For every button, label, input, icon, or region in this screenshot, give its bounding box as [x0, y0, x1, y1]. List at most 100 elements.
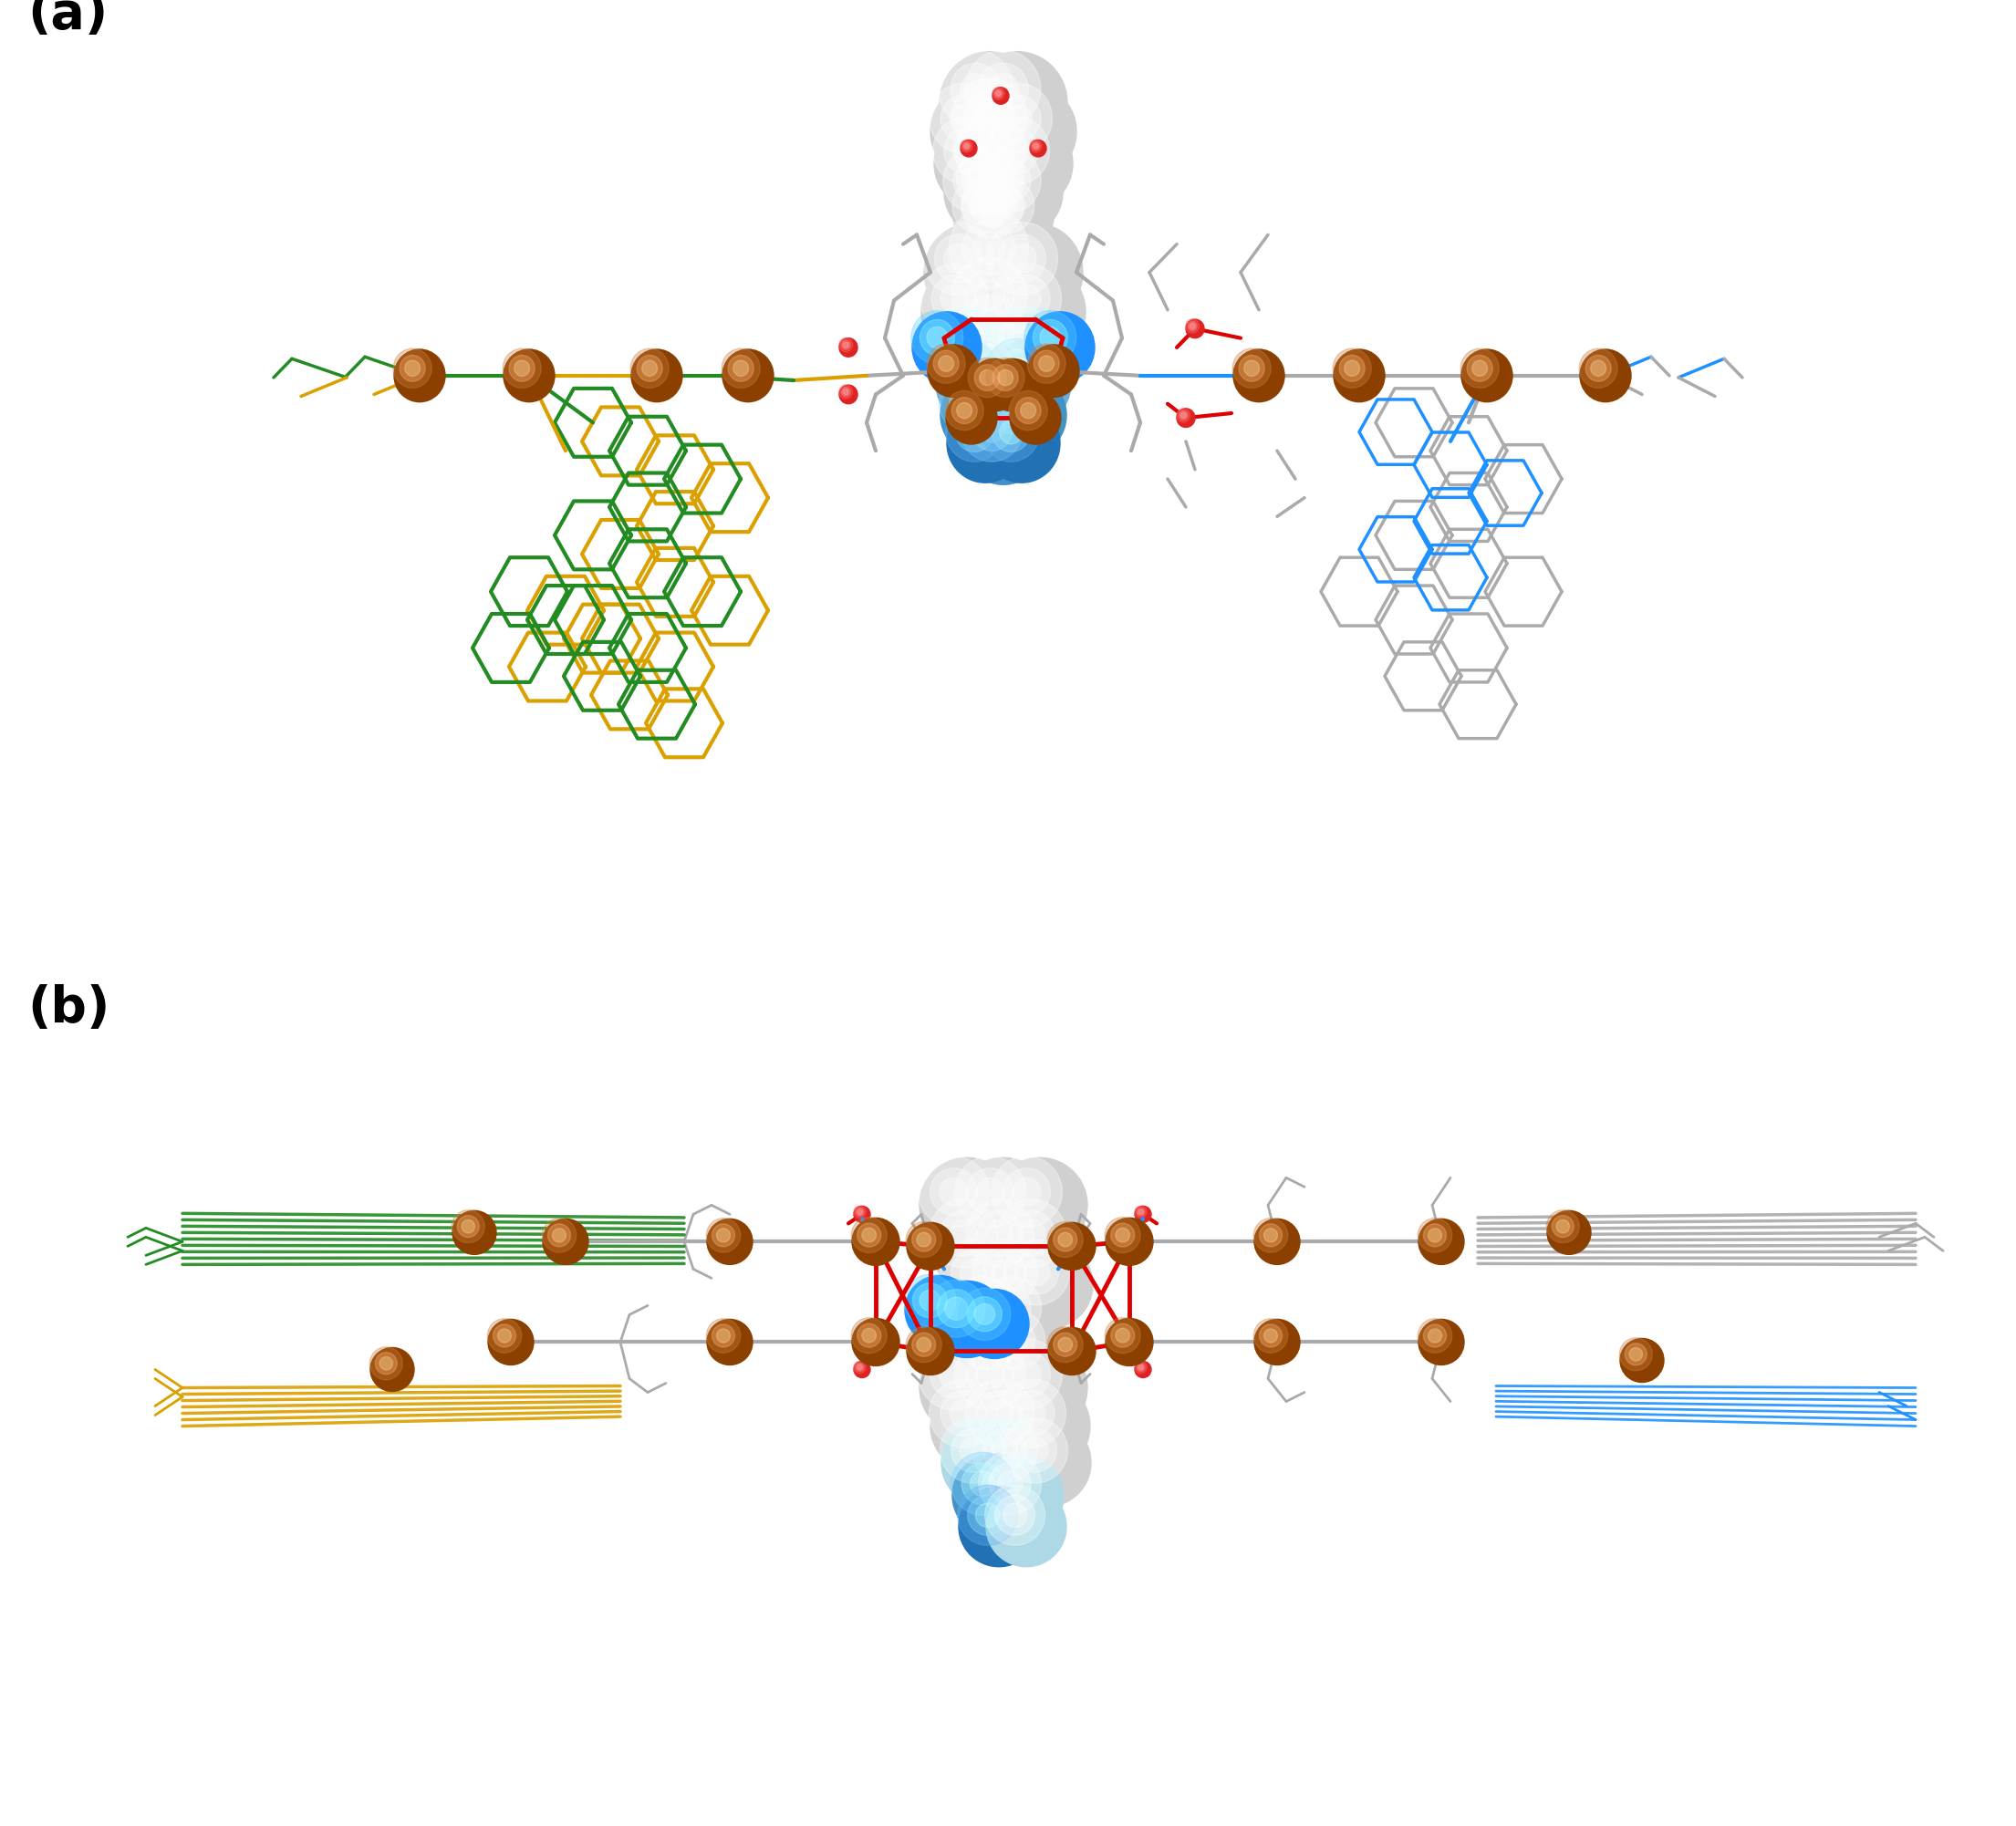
- Circle shape: [1135, 1360, 1147, 1373]
- Circle shape: [1260, 1324, 1282, 1348]
- Circle shape: [488, 1318, 534, 1364]
- Circle shape: [952, 137, 980, 164]
- Circle shape: [931, 307, 1018, 398]
- Circle shape: [1004, 276, 1050, 321]
- Circle shape: [980, 1278, 1064, 1362]
- Circle shape: [950, 208, 1056, 318]
- Circle shape: [998, 318, 1042, 362]
- Circle shape: [956, 1338, 1026, 1410]
- Circle shape: [855, 1205, 871, 1223]
- Circle shape: [986, 1220, 1014, 1247]
- Circle shape: [1546, 1211, 1579, 1244]
- Circle shape: [950, 383, 990, 424]
- Circle shape: [1185, 320, 1204, 338]
- Circle shape: [857, 1223, 881, 1247]
- Circle shape: [998, 371, 1014, 385]
- Circle shape: [1177, 409, 1189, 422]
- Circle shape: [1254, 1318, 1288, 1353]
- Circle shape: [1004, 1503, 1026, 1527]
- Circle shape: [917, 1338, 990, 1410]
- Circle shape: [968, 1202, 1058, 1291]
- Circle shape: [935, 338, 998, 404]
- Circle shape: [1012, 1178, 1040, 1207]
- Circle shape: [917, 1337, 931, 1351]
- Circle shape: [1234, 349, 1284, 402]
- Circle shape: [923, 223, 1018, 321]
- Circle shape: [452, 1211, 484, 1244]
- Circle shape: [1038, 356, 1054, 371]
- Circle shape: [986, 84, 1077, 179]
- Circle shape: [1181, 413, 1185, 418]
- Circle shape: [1004, 1240, 1070, 1306]
- Circle shape: [839, 385, 857, 404]
- Circle shape: [972, 1240, 1038, 1306]
- Circle shape: [917, 1156, 990, 1227]
- Circle shape: [907, 1223, 954, 1271]
- Circle shape: [962, 221, 1016, 276]
- Circle shape: [462, 1220, 476, 1233]
- Circle shape: [996, 1495, 1034, 1536]
- Circle shape: [1185, 320, 1200, 332]
- Circle shape: [1028, 343, 1066, 383]
- Circle shape: [952, 257, 1026, 334]
- Circle shape: [1468, 354, 1492, 382]
- Circle shape: [921, 265, 1012, 358]
- Circle shape: [927, 343, 966, 383]
- Circle shape: [966, 307, 1014, 356]
- Circle shape: [966, 1169, 1014, 1216]
- Circle shape: [960, 139, 972, 152]
- Circle shape: [954, 358, 978, 383]
- Circle shape: [1004, 1328, 1026, 1351]
- Circle shape: [1462, 349, 1500, 387]
- Circle shape: [962, 398, 1046, 484]
- Circle shape: [1010, 391, 1060, 444]
- Circle shape: [988, 340, 1070, 425]
- Circle shape: [956, 1158, 1050, 1253]
- Circle shape: [1012, 1360, 1040, 1390]
- Circle shape: [903, 1275, 956, 1326]
- Circle shape: [986, 358, 1024, 398]
- Circle shape: [1052, 1227, 1077, 1251]
- Circle shape: [708, 1220, 752, 1264]
- Circle shape: [943, 245, 972, 274]
- Circle shape: [950, 104, 978, 133]
- Circle shape: [943, 128, 988, 173]
- Circle shape: [937, 1289, 976, 1328]
- Circle shape: [913, 1284, 948, 1318]
- Circle shape: [1581, 349, 1631, 402]
- Circle shape: [966, 1351, 1014, 1399]
- Circle shape: [978, 166, 1004, 194]
- Circle shape: [992, 1158, 1087, 1253]
- Circle shape: [952, 79, 1026, 155]
- Circle shape: [980, 416, 1004, 442]
- Circle shape: [992, 413, 1030, 451]
- Circle shape: [986, 1311, 1066, 1391]
- Circle shape: [958, 391, 982, 416]
- Circle shape: [996, 1320, 1034, 1360]
- Circle shape: [839, 338, 853, 352]
- Circle shape: [984, 1251, 1026, 1295]
- Circle shape: [542, 1220, 589, 1264]
- Circle shape: [992, 1338, 1062, 1410]
- Circle shape: [1032, 320, 1068, 356]
- Circle shape: [1135, 1205, 1147, 1218]
- Circle shape: [1014, 1251, 1058, 1295]
- Circle shape: [952, 1276, 1014, 1338]
- Circle shape: [1000, 420, 1022, 444]
- Circle shape: [939, 356, 954, 371]
- Circle shape: [1004, 104, 1032, 133]
- Circle shape: [839, 385, 853, 398]
- Circle shape: [1462, 349, 1512, 402]
- Circle shape: [1048, 1328, 1095, 1375]
- Circle shape: [1018, 1399, 1046, 1428]
- Circle shape: [980, 194, 1004, 219]
- Circle shape: [1052, 1333, 1077, 1357]
- Circle shape: [986, 1486, 1066, 1567]
- Circle shape: [962, 186, 998, 225]
- Circle shape: [996, 383, 1034, 424]
- Circle shape: [966, 1200, 1034, 1267]
- Circle shape: [1004, 391, 1026, 416]
- Circle shape: [952, 1428, 994, 1472]
- Circle shape: [1058, 1233, 1073, 1247]
- Circle shape: [379, 1357, 393, 1370]
